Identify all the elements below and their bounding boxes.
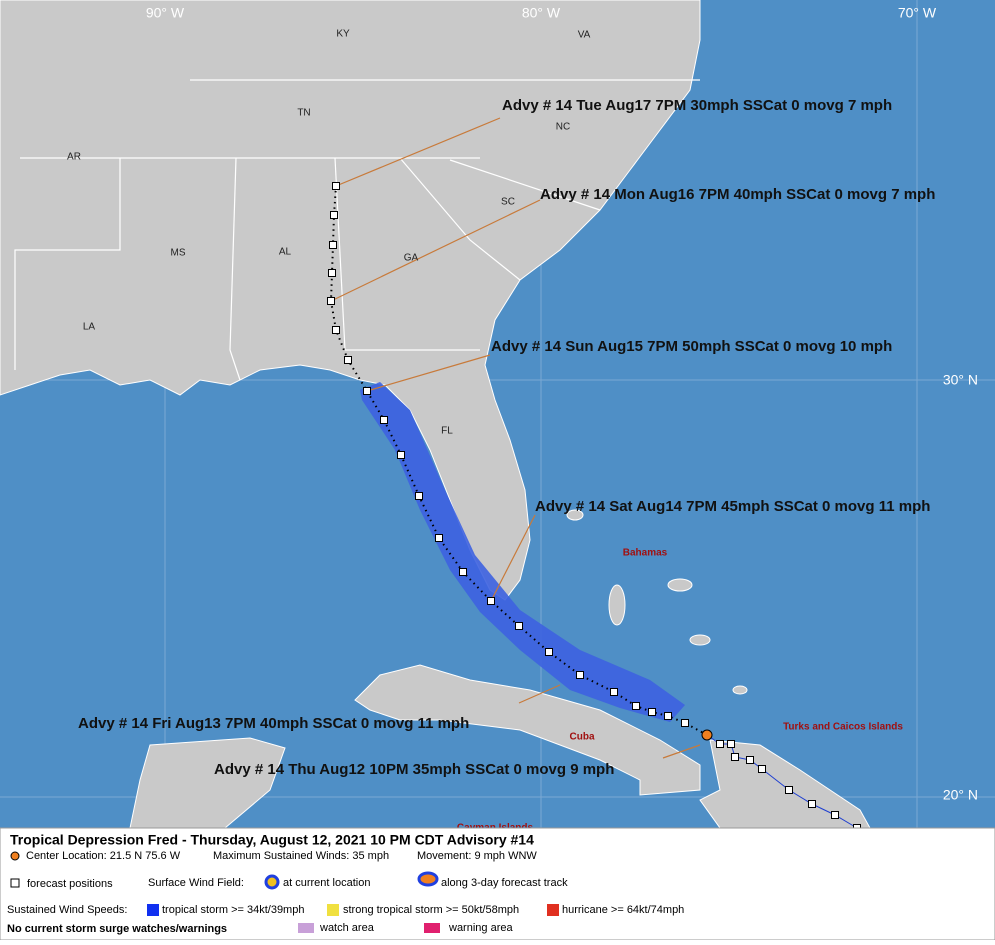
legend-swatch [298, 923, 314, 933]
track-point [344, 356, 352, 364]
place-label: Cuba [570, 732, 595, 743]
track-point [459, 568, 467, 576]
legend-text: at current location [283, 877, 370, 889]
track-point [785, 786, 793, 794]
track-point [487, 597, 495, 605]
track-point [415, 492, 423, 500]
info-movement: Movement: 9 mph WNW [417, 850, 537, 862]
region-label: AR [67, 152, 81, 163]
forecast-cone [360, 382, 685, 722]
region-label: SC [501, 197, 515, 208]
lon-label: 90° W [146, 5, 185, 21]
lat-label: 20° N [943, 787, 978, 803]
track-point [731, 753, 739, 761]
legend-text: hurricane >= 64kt/74mph [562, 904, 684, 916]
legend-swatch [424, 923, 440, 933]
lon-label: 70° W [898, 5, 937, 21]
track-point [727, 740, 735, 748]
forecast-label: Advy # 14 Mon Aug16 7PM 40mph SSCat 0 mo… [540, 186, 935, 203]
track-point [329, 241, 337, 249]
track-point [380, 416, 388, 424]
place-label: Turks and Caicos Islands [783, 722, 903, 733]
track-point [545, 648, 553, 656]
track-point [576, 671, 584, 679]
track-point [332, 182, 340, 190]
track-point [610, 688, 618, 696]
forecast-label: Advy # 14 Fri Aug13 7PM 40mph SSCat 0 mo… [78, 715, 469, 732]
legend-text: tropical storm >= 34kt/39mph [162, 904, 304, 916]
info-winds: Maximum Sustained Winds: 35 mph [213, 850, 389, 862]
legend-swatch [147, 904, 159, 916]
legend-swatch [547, 904, 559, 916]
legend-text: Sustained Wind Speeds: [7, 904, 127, 916]
land [0, 0, 871, 829]
track-point [363, 387, 371, 395]
legend-text: Surface Wind Field: [148, 877, 244, 889]
legend-swatch [327, 904, 339, 916]
region-label: KY [336, 29, 350, 40]
region-label: MS [171, 248, 186, 259]
legend-panel [0, 827, 995, 941]
forecast-label: Advy # 14 Thu Aug12 10PM 35mph SSCat 0 m… [214, 761, 614, 778]
info-title: Tropical Depression Fred - Thursday, Aug… [10, 832, 534, 848]
track-point [648, 708, 656, 716]
legend-icon [417, 871, 439, 887]
region-label: GA [404, 253, 419, 264]
region-label: TN [297, 108, 310, 119]
track-point [746, 756, 754, 764]
legend-text: No current storm surge watches/warnings [7, 923, 227, 935]
legend-square [10, 878, 20, 888]
forecast-label: Advy # 14 Tue Aug17 7PM 30mph SSCat 0 mo… [502, 97, 892, 114]
region-label: LA [83, 322, 96, 333]
past-track [706, 734, 858, 829]
track-point [332, 326, 340, 334]
legend-text: strong tropical storm >= 50kt/58mph [343, 904, 519, 916]
lat-label: 30° N [943, 372, 978, 388]
leader-line [518, 684, 561, 704]
info-center: Center Location: 21.5 N 75.6 W [26, 850, 181, 862]
track-point [681, 719, 689, 727]
track-point [435, 534, 443, 542]
leader-line [330, 199, 541, 302]
forecast-label: Advy # 14 Sat Aug14 7PM 45mph SSCat 0 mo… [535, 498, 930, 515]
center-icon [10, 851, 20, 861]
region-label: FL [441, 426, 453, 437]
track-point [716, 740, 724, 748]
track-point [328, 269, 336, 277]
track-point [808, 800, 816, 808]
region-label: VA [578, 30, 591, 41]
legend-text: watch area [319, 922, 375, 934]
track-point [397, 451, 405, 459]
legend-text: warning area [448, 922, 513, 934]
track-point [664, 712, 672, 720]
region-label: AL [279, 247, 292, 258]
leader-line [335, 117, 501, 187]
legend-icon [264, 874, 280, 890]
track-point [632, 702, 640, 710]
legend-text: along 3-day forecast track [441, 877, 568, 889]
track-point [515, 622, 523, 630]
track-point [758, 765, 766, 773]
leader-line [366, 354, 491, 392]
region-label: NC [556, 122, 570, 133]
legend-text: forecast positions [27, 878, 113, 890]
forecast-label: Advy # 14 Sun Aug15 7PM 50mph SSCat 0 mo… [491, 338, 892, 355]
leader-line [490, 514, 536, 602]
track-point [831, 811, 839, 819]
track-point [330, 211, 338, 219]
place-label: Bahamas [623, 548, 668, 559]
track-point [327, 297, 335, 305]
current-position [701, 729, 713, 741]
borders [14, 79, 700, 381]
lon-label: 80° W [522, 5, 561, 21]
leader-line [662, 744, 701, 759]
